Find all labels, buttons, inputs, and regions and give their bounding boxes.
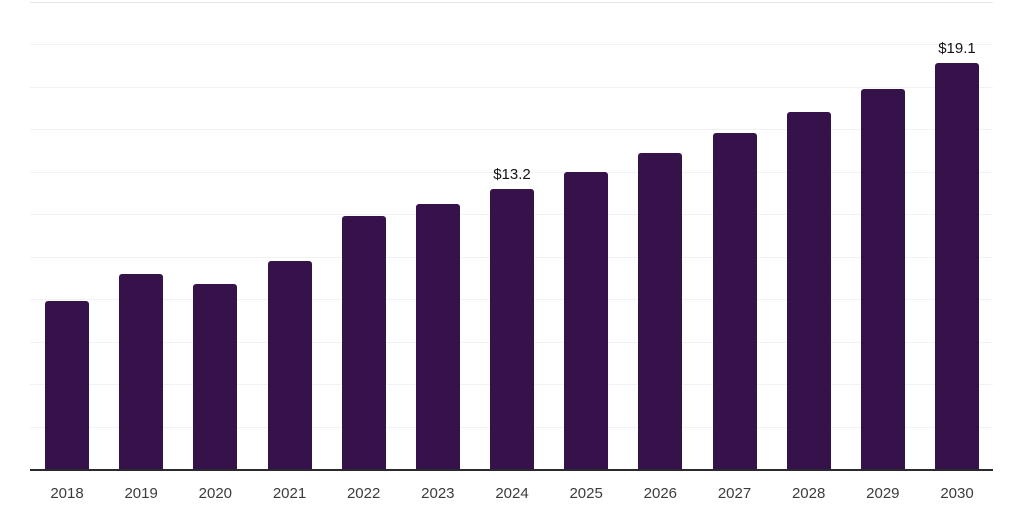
bar-value-label-2024: $13.2 (493, 165, 531, 183)
x-axis-tick-label-2027: 2027 (717, 485, 752, 502)
x-axis-tick-label-2018: 2018 (50, 485, 84, 502)
bar-2018 (45, 301, 89, 470)
bar-2024 (490, 188, 534, 470)
gridline-18 (30, 86, 993, 88)
x-axis-tick-label-2024: 2024 (495, 485, 529, 502)
bar-2025 (564, 171, 609, 470)
x-axis-tick-label-2028: 2028 (791, 485, 826, 502)
x-axis-line (30, 469, 993, 471)
x-axis-tick-label-2029: 2029 (866, 485, 900, 502)
bar-2021 (267, 261, 312, 470)
x-axis-tick-label-2026: 2026 (643, 485, 678, 502)
gridline-22 (30, 1, 993, 3)
gridline-20 (30, 44, 993, 46)
bar-2030 (935, 63, 979, 470)
bar-2019 (119, 273, 164, 470)
bar-2029 (860, 88, 905, 470)
bar-2027 (712, 133, 757, 470)
bar-value-label-2030: $19.1 (938, 40, 976, 58)
x-axis-tick-label-2020: 2020 (198, 485, 233, 502)
gridline-16 (30, 129, 993, 131)
x-axis-tick-label-2022: 2022 (346, 485, 381, 502)
x-axis-tick-label-2021: 2021 (272, 485, 307, 502)
bar-2028 (786, 112, 831, 470)
x-axis-tick-label-2019: 2019 (124, 485, 158, 502)
x-axis-tick-label-2025: 2025 (569, 485, 603, 502)
x-axis-tick-label-2030: 2030 (940, 485, 974, 502)
bar-2023 (415, 203, 460, 470)
gridline-14 (30, 171, 993, 173)
x-axis-tick-label-2023: 2023 (421, 485, 455, 502)
bar-2022 (341, 216, 386, 470)
bar-2026 (638, 152, 683, 470)
bar-2020 (193, 284, 238, 470)
